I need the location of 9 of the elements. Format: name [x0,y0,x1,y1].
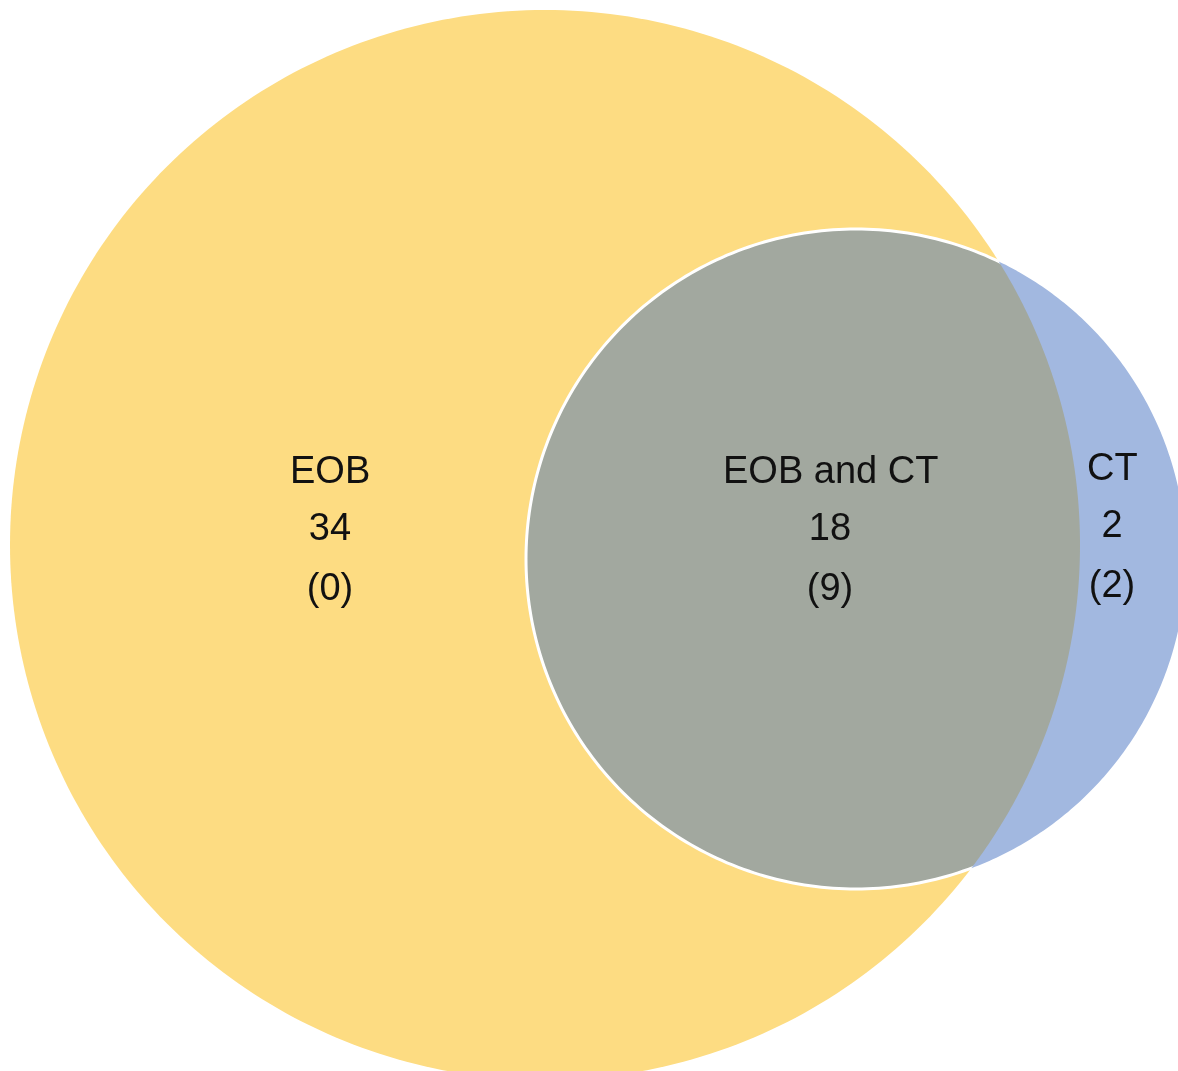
data-label: 34 [308,505,352,548]
data-label: 2 [1101,502,1123,545]
data-label: (9) [806,565,854,608]
data-label: 18 [808,505,852,548]
category-label: CT [1087,446,1138,488]
category-label: EOB and CT [723,449,939,491]
data-label: (0) [306,565,354,608]
data-label: (2) [1088,562,1136,605]
category-label: EOB [290,449,371,491]
